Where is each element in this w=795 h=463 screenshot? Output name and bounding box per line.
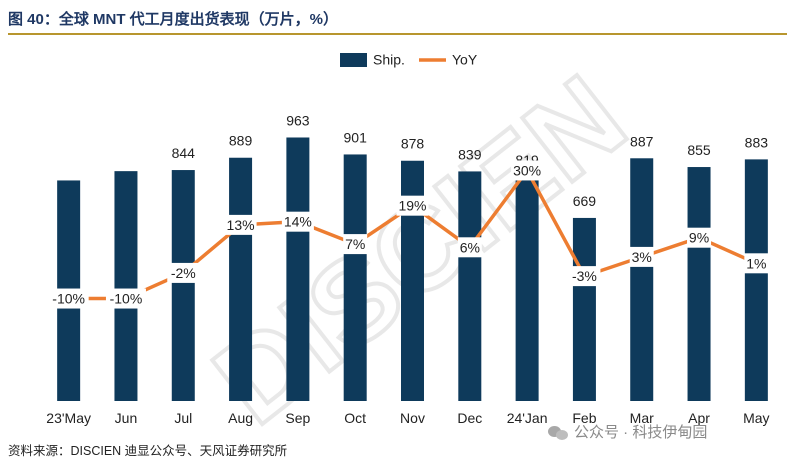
yoy-label-box bbox=[629, 246, 654, 267]
bar bbox=[687, 167, 711, 401]
legend: Ship. YoY bbox=[340, 52, 478, 68]
yoy-label-box bbox=[281, 211, 314, 232]
x-tick-label: Mar bbox=[630, 410, 654, 426]
bar bbox=[171, 170, 195, 401]
bar bbox=[229, 157, 253, 401]
x-tick-label: Sep bbox=[285, 410, 310, 426]
bar bbox=[630, 158, 654, 401]
bar bbox=[401, 160, 424, 401]
yoy-value-label: -3% bbox=[572, 268, 597, 284]
x-tick-label: Feb bbox=[572, 410, 596, 426]
line-value-labels: -10% -10% -2% 13% 14% 7% 19% 6% 30% -3% 3% 9% 1% bbox=[48, 160, 769, 309]
x-tick-label: Jun bbox=[115, 410, 138, 426]
yoy-label-box bbox=[396, 195, 429, 216]
bar-value-label: 883 bbox=[745, 134, 769, 150]
bar-value-label: 839 bbox=[458, 146, 482, 162]
x-tick-label: Nov bbox=[400, 410, 425, 426]
x-tick-label: 24'Jan bbox=[507, 410, 548, 426]
yoy-label-box bbox=[457, 237, 482, 258]
legend-label-yoy: YoY bbox=[452, 52, 478, 68]
x-tick-label: Dec bbox=[457, 410, 482, 426]
yoy-value-label: 7% bbox=[345, 236, 365, 252]
bar-value-label: 878 bbox=[401, 136, 425, 152]
yoy-value-label: 19% bbox=[398, 198, 426, 214]
x-axis: 23'May Jun Jul Aug Sep Oct Nov Dec 24'Jan Feb Mar A… bbox=[46, 410, 769, 426]
yoy-value-label: 13% bbox=[227, 217, 255, 233]
yoy-value-label: -10% bbox=[52, 291, 85, 307]
yoy-value-label: 3% bbox=[632, 249, 652, 265]
legend-swatch-ship bbox=[340, 53, 367, 67]
bar-value-label: 889 bbox=[229, 133, 253, 149]
bar-value-label: 855 bbox=[687, 142, 711, 158]
credit: 公众号 · 科技伊甸园 bbox=[548, 421, 707, 442]
bar-series bbox=[57, 137, 768, 402]
wechat-icon bbox=[548, 424, 568, 440]
x-tick-label: Oct bbox=[344, 410, 366, 426]
x-tick-label: 23'May bbox=[46, 410, 91, 426]
bar-value-label: 887 bbox=[630, 133, 654, 149]
yoy-label-box bbox=[511, 160, 544, 181]
x-tick-label: Aug bbox=[228, 410, 253, 426]
legend-label-ship: Ship. bbox=[373, 52, 405, 68]
yoy-value-label: 1% bbox=[746, 255, 766, 271]
bar bbox=[744, 159, 768, 401]
yoy-label-box bbox=[105, 288, 146, 309]
yoy-value-label: 9% bbox=[689, 230, 709, 246]
x-tick-label: Apr bbox=[688, 410, 710, 426]
yoy-label-box bbox=[167, 262, 200, 283]
yoy-value-label: 14% bbox=[284, 214, 312, 230]
yoy-value-label: -2% bbox=[171, 265, 196, 281]
bar bbox=[114, 171, 138, 401]
yoy-label-box bbox=[48, 288, 89, 309]
bar bbox=[286, 137, 310, 402]
bar bbox=[343, 154, 367, 401]
bar bbox=[515, 176, 539, 401]
yoy-label-box bbox=[687, 227, 712, 248]
x-tick-label: May bbox=[743, 410, 769, 426]
source-note: 资料来源：DISCIEN 迪显公众号、天风证券研究所 bbox=[8, 444, 288, 458]
chart-title: 图 40：全球 MNT 代工月度出货表现（万片，%） bbox=[8, 11, 339, 28]
bar bbox=[572, 217, 596, 401]
bar-value-label: 669 bbox=[573, 193, 597, 209]
bar-value-label: 844 bbox=[172, 145, 196, 161]
bar-value-label: 901 bbox=[344, 129, 368, 145]
bar-value-label: 963 bbox=[286, 112, 310, 128]
yoy-value-label: 6% bbox=[460, 239, 480, 255]
yoy-value-label: 30% bbox=[513, 162, 541, 178]
yoy-label-box bbox=[744, 253, 769, 274]
yoy-value-label: -10% bbox=[110, 291, 143, 307]
credit-text: 公众号 · 科技伊甸园 bbox=[574, 424, 708, 441]
x-tick-label: Jul bbox=[174, 410, 192, 426]
yoy-label-box bbox=[224, 214, 257, 235]
title-underline bbox=[8, 33, 787, 35]
yoy-label-box bbox=[568, 266, 601, 287]
bar bbox=[458, 171, 482, 401]
yoy-label-box bbox=[343, 234, 368, 255]
